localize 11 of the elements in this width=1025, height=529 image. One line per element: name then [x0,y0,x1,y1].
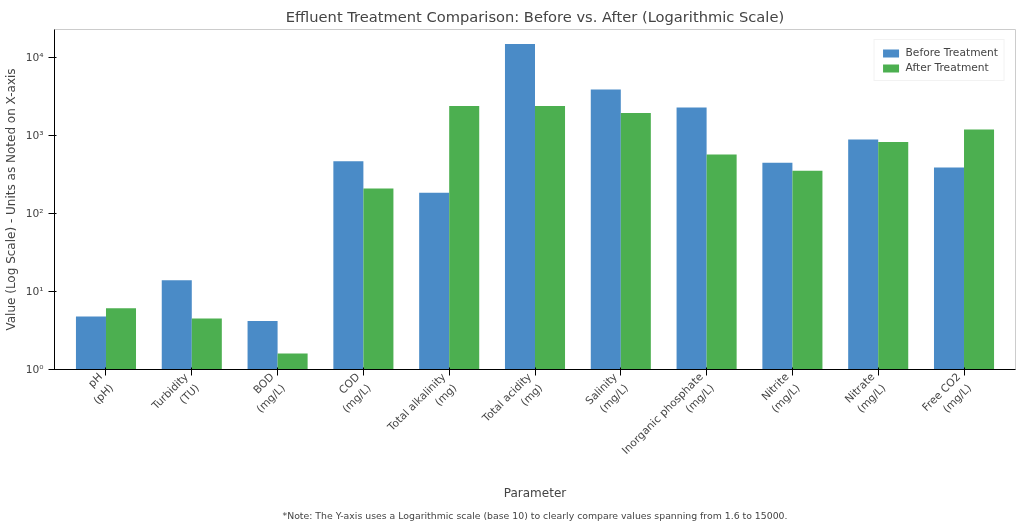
y-tick-label: 10⁰ [25,363,44,376]
x-axis-title: Parameter [503,485,567,500]
chart-title: Effluent Treatment Comparison: Before vs. After (Logarithmic Scale) [285,7,785,25]
text: *Note: The Y-axis uses a Logarithmic scale (base 10) to clearly compare values spanning from 1.6 to 15000. [282,509,788,521]
legend-label: After Treatment [905,61,989,74]
y-tick-label: 10⁴ [25,51,44,65]
y-axis-title: Value (Log Scale) - Units as Noted on X-axis [3,68,18,331]
y-tick-label: 10² [25,207,44,221]
y-tick-label: 10¹ [25,285,44,299]
legend-label: Before Treatment [905,46,998,59]
y-tick-label: 10³ [25,129,44,143]
